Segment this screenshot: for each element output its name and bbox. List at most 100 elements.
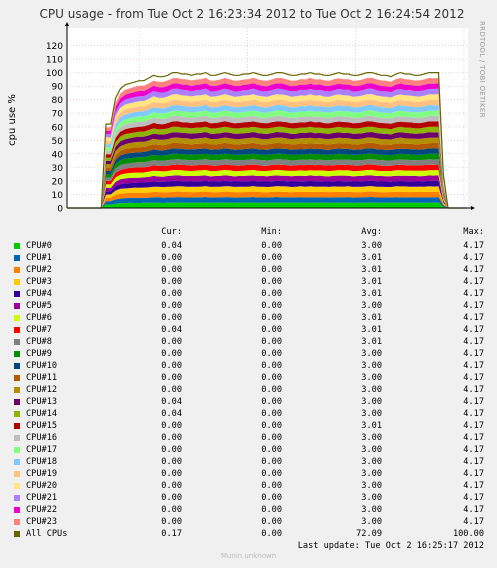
legend-cur: 0.04 [161,241,182,251]
legend-row: CPU#8 0.00 0.00 3.01 4.17 [0,336,497,348]
legend-row: CPU#7 0.04 0.00 3.01 4.17 [0,324,497,336]
legend-max: 4.17 [463,505,484,515]
legend-swatch [14,495,20,501]
legend-min: 0.00 [261,457,282,467]
legend-cur: 0.00 [161,277,182,287]
legend-avg: 3.00 [361,301,382,311]
legend-row: CPU#20 0.00 0.00 3.00 4.17 [0,480,497,492]
legend-row: CPU#2 0.00 0.00 3.01 4.17 [0,264,497,276]
y-tick-label: 0 [57,205,63,215]
legend-name: CPU#5 [26,301,52,311]
legend-row: CPU#6 0.00 0.00 3.01 4.17 [0,312,497,324]
legend-min: 0.00 [261,373,282,383]
legend-swatch [14,303,20,309]
legend-swatch [14,411,20,417]
y-tick-label: 20 [52,177,64,187]
y-axis-label: cpu use % [7,94,18,146]
y-tick-label: 110 [46,56,63,66]
legend-name: CPU#7 [26,325,52,335]
legend-row: CPU#19 0.00 0.00 3.00 4.17 [0,468,497,480]
legend-max: 4.17 [463,421,484,431]
legend-swatch [14,471,20,477]
legend-max: 4.17 [463,253,484,263]
legend-max: 4.17 [463,301,484,311]
legend-avg: 3.00 [361,481,382,491]
legend-name: CPU#13 [26,397,58,407]
area-cpu-9 [68,153,467,208]
legend-max: 4.17 [463,397,484,407]
legend-name: CPU#3 [26,277,52,287]
legend-avg: 3.01 [361,253,382,263]
legend-cur: 0.00 [161,445,182,455]
legend-swatch [14,519,20,525]
area-cpu-3 [68,186,467,208]
legend-max: 4.17 [463,361,484,371]
legend-swatch [14,459,20,465]
area-cpu-5 [68,175,467,208]
legend-max: 4.17 [463,349,484,359]
legend-name: CPU#20 [26,481,58,491]
area-cpu-7 [68,164,467,208]
legend-name: CPU#11 [26,373,58,383]
legend-row: CPU#5 0.00 0.00 3.00 4.17 [0,300,497,312]
legend-row: CPU#14 0.04 0.00 3.00 4.17 [0,408,497,420]
chart-title: CPU usage - from Tue Oct 2 16:23:34 2012… [40,7,465,21]
legend-swatch [14,279,20,285]
header-cur: Cur: [161,227,182,237]
header-min: Min: [261,227,282,237]
legend-name: CPU#6 [26,313,52,323]
legend-min: 0.00 [261,277,282,287]
legend-min: 0.00 [261,325,282,335]
legend-max: 4.17 [463,313,484,323]
legend-name: CPU#17 [26,445,58,455]
legend-name: CPU#16 [26,433,58,443]
legend-avg: 3.00 [361,433,382,443]
legend-swatch [14,423,20,429]
legend-swatch [14,267,20,273]
legend-name: CPU#10 [26,361,58,371]
legend-avg: 3.00 [361,385,382,395]
legend-min: 0.00 [261,253,282,263]
legend-min: 0.00 [261,289,282,299]
legend-max: 4.17 [463,409,484,419]
legend-max: 4.17 [463,265,484,275]
area-cpu-6 [68,169,467,208]
legend-min: 0.00 [261,241,282,251]
legend-avg: 3.00 [361,397,382,407]
legend-header-row: Cur: Min: Avg: Max: [0,226,497,238]
legend-cur: 0.04 [161,397,182,407]
legend-avg: 3.00 [361,361,382,371]
legend-avg: 3.01 [361,289,382,299]
legend-avg: 3.00 [361,349,382,359]
legend-avg: 3.00 [361,445,382,455]
y-axis-arrow [65,22,69,26]
header-avg: Avg: [361,227,382,237]
stacked-area-layer [68,71,467,209]
footer-text: Munin unknown [220,552,277,560]
legend-row: CPU#21 0.00 0.00 3.00 4.17 [0,492,497,504]
legend-swatch [14,507,20,513]
area-cpu-1 [68,197,467,208]
header-max: Max: [463,227,484,237]
legend-min: 0.00 [261,301,282,311]
legend-cur: 0.00 [161,421,182,431]
legend-min: 0.00 [261,529,282,539]
legend-avg: 3.01 [361,337,382,347]
legend-min: 0.00 [261,421,282,431]
legend-min: 0.00 [261,445,282,455]
legend-max: 4.17 [463,385,484,395]
legend-cur: 0.00 [161,493,182,503]
y-tick-label: 80 [52,96,64,106]
rrdtool-side-label: RRDTOOL / TOBI OETIKER [478,21,486,118]
legend-avg: 3.00 [361,493,382,503]
legend-min: 0.00 [261,517,282,527]
legend-max: 4.17 [463,457,484,467]
legend-min: 0.00 [261,505,282,515]
legend-min: 0.00 [261,409,282,419]
legend-cur: 0.00 [161,349,182,359]
legend-cur: 0.00 [161,433,182,443]
legend-swatch [14,531,20,537]
legend-cur: 0.04 [161,325,182,335]
legend-avg: 3.01 [361,313,382,323]
legend-cur: 0.00 [161,301,182,311]
